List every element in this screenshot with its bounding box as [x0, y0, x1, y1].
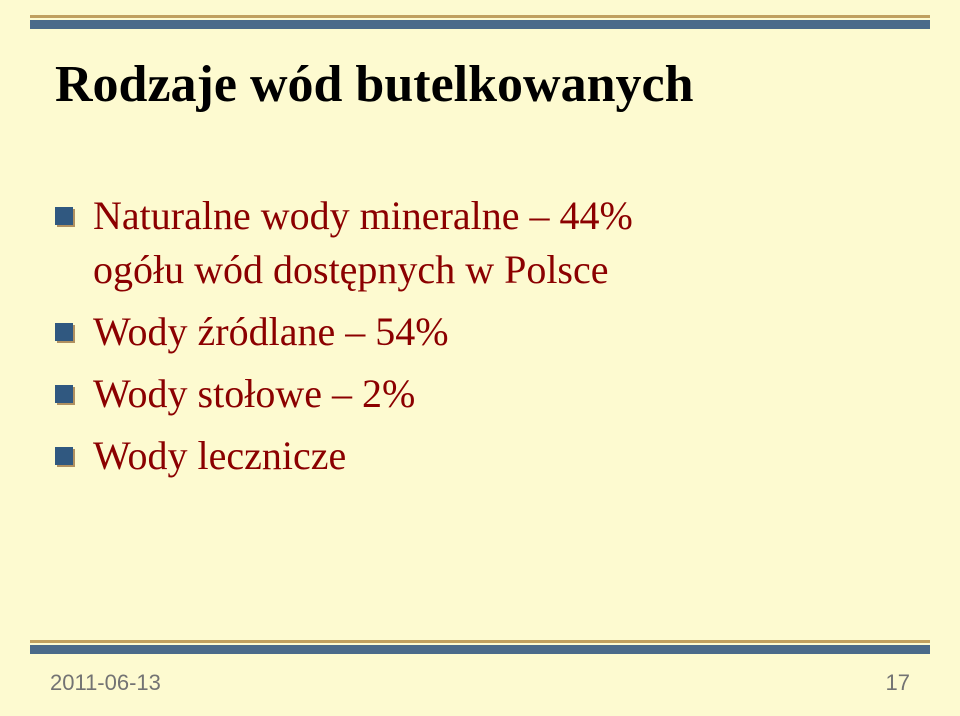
bottom-divider [30, 640, 930, 654]
list-item-text-cont: ogółu wód dostępnych w Polsce [55, 239, 633, 301]
bullet-icon [55, 207, 73, 225]
top-divider [30, 15, 930, 29]
list-item: Wody lecznicze [55, 425, 633, 487]
list-item-text: Wody źródlane – 54% [93, 301, 449, 363]
list-item: Naturalne wody mineralne – 44% [55, 185, 633, 247]
list-item: Wody źródlane – 54% [55, 301, 633, 363]
list-item-text: Naturalne wody mineralne – 44% [93, 185, 633, 247]
bullet-icon [55, 385, 73, 403]
slide-title: Rodzaje wód butelkowanych [55, 55, 694, 114]
list-item-text: Wody lecznicze [93, 425, 346, 487]
footer: 2011-06-13 17 [50, 670, 910, 696]
footer-date: 2011-06-13 [50, 670, 161, 696]
list-item-text: Wody stołowe – 2% [93, 363, 415, 425]
bullet-icon [55, 323, 73, 341]
bullet-icon [55, 447, 73, 465]
list-item: Wody stołowe – 2% [55, 363, 633, 425]
bullet-list: Naturalne wody mineralne – 44% ogółu wód… [55, 185, 633, 487]
footer-page-number: 17 [886, 670, 910, 696]
